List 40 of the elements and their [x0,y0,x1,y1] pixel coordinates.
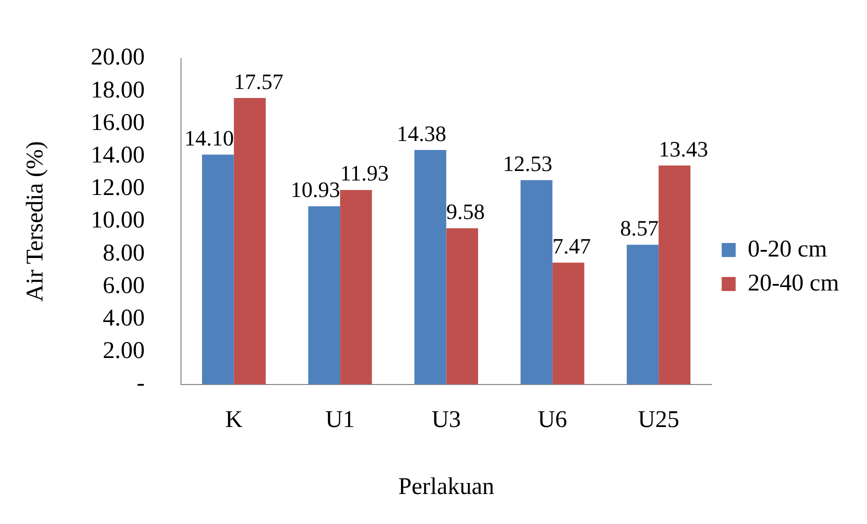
y-tick-label: 16.00 [90,110,145,136]
y-axis-title: Air Tersedia (%) [22,141,49,302]
y-tick-label: 10.00 [90,208,145,234]
data-label: 10.93 [290,177,340,202]
bar [308,206,340,384]
bar [658,165,690,384]
y-tick-label: 2.00 [102,338,145,364]
bar [202,154,234,384]
y-tick-label: 6.00 [102,272,145,299]
bar [446,228,478,384]
bar [414,150,446,384]
x-axis-title: Perlakuan [398,474,494,500]
y-tick-label: 20.00 [90,44,145,71]
x-tick-label: U1 [325,407,355,434]
bar [626,244,659,384]
y-tick-label: 14.00 [90,142,145,168]
data-label: 8.57 [620,215,659,240]
legend-label: 20-40 cm [748,270,840,296]
data-label: 17.57 [234,68,284,94]
x-tick-label: U6 [538,407,568,434]
y-tick-label: 8.00 [102,240,145,266]
data-label: 12.53 [502,150,552,176]
data-label: 13.43 [658,136,708,162]
x-tick-label: U25 [638,407,680,434]
y-tick-label: 18.00 [90,77,145,104]
x-tick-label: K [225,407,244,434]
y-tick-label: 12.00 [90,175,145,202]
bar [340,190,372,384]
y-tick-label: 4.00 [102,305,145,332]
y-tick-label: - [136,370,145,397]
data-label: 14.38 [396,120,446,146]
bar [234,98,266,384]
bar [520,180,552,384]
data-label: 9.58 [446,199,485,224]
data-label: 7.47 [552,233,591,258]
data-label: 11.93 [340,160,389,186]
legend-label: 0-20 cm [748,236,828,262]
data-label: 14.10 [184,125,234,150]
bar [552,262,584,384]
x-tick-label: U3 [432,407,461,434]
